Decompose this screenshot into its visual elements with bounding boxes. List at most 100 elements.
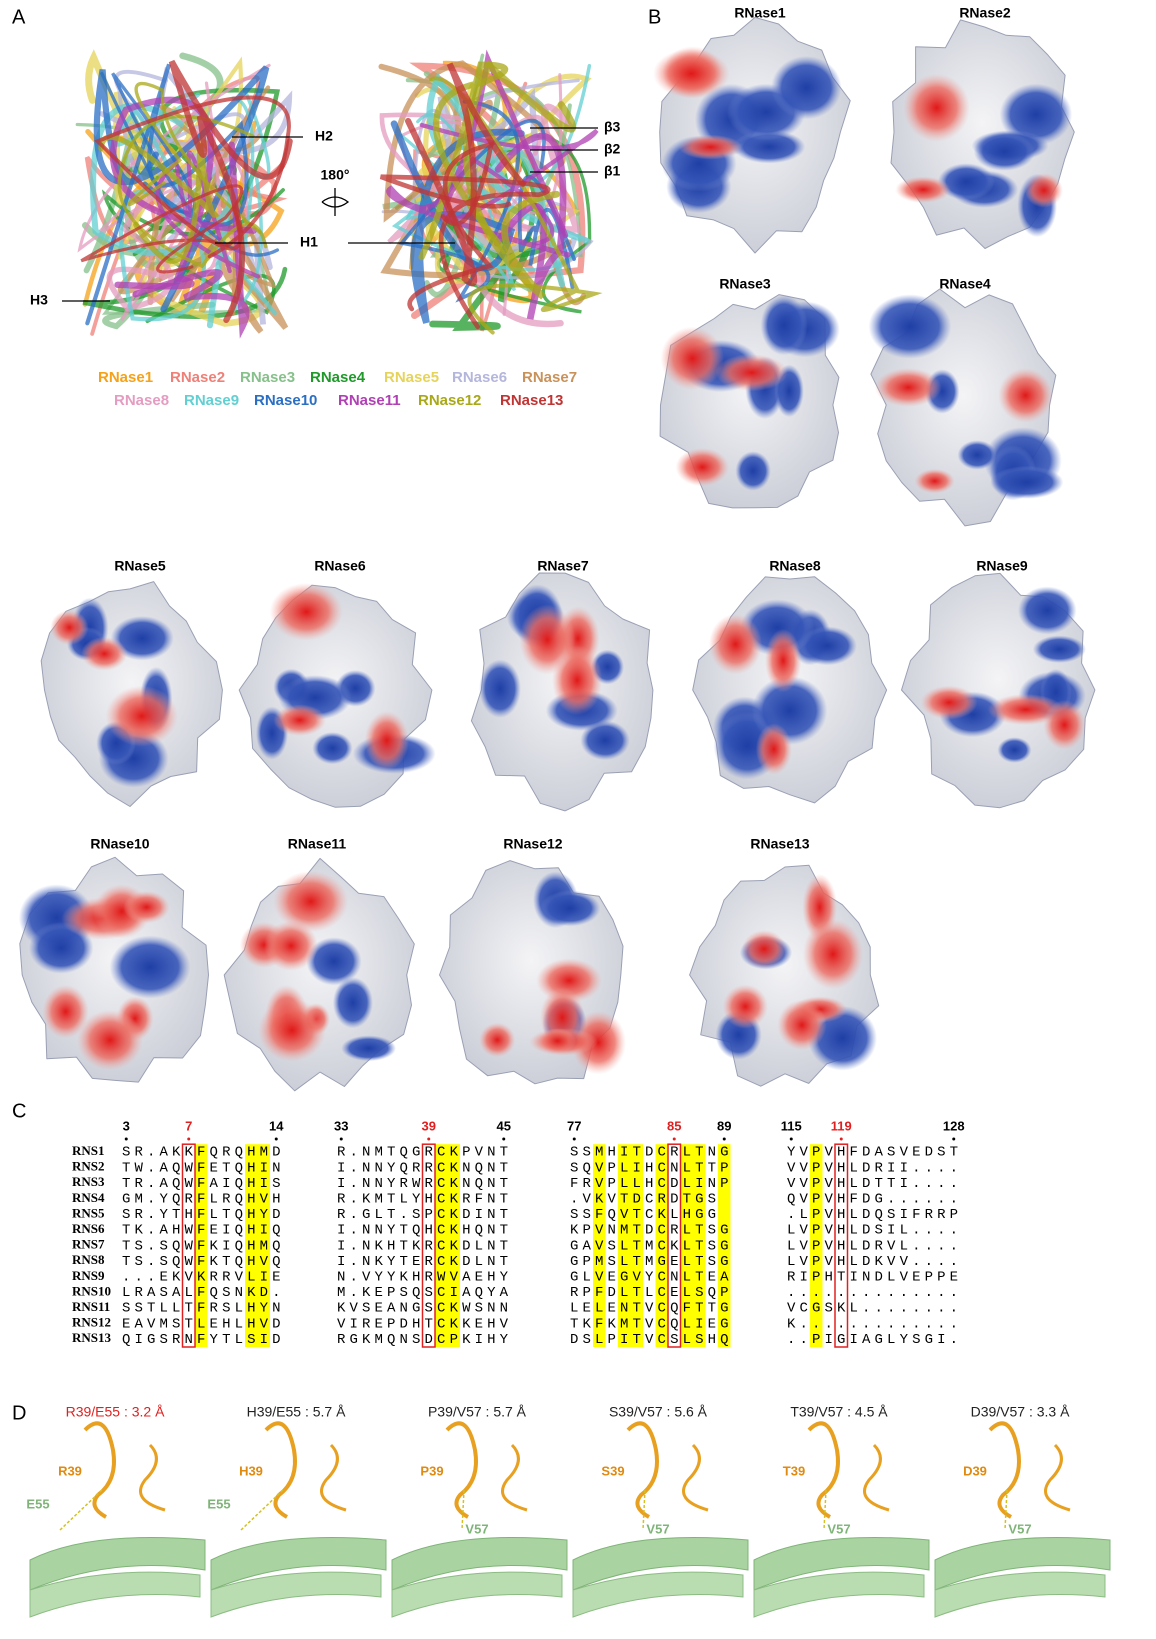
position-dot bbox=[840, 1138, 843, 1141]
figure: ABCDH2H1H3β3β2β1180°RNase1RNase2RNase3RN… bbox=[0, 0, 1156, 1639]
surface-patch bbox=[676, 448, 730, 486]
surface-patch bbox=[742, 930, 786, 968]
helix-label: H3 bbox=[30, 292, 48, 308]
sequence-block: QVPVHFDG...... bbox=[787, 1192, 958, 1208]
surface-patch bbox=[105, 686, 178, 747]
surface-patch bbox=[723, 984, 768, 1028]
position-number: 14 bbox=[269, 1118, 284, 1133]
surface bbox=[239, 583, 435, 807]
sequence-block: LVPVHLDRVL.... bbox=[787, 1238, 958, 1254]
partner-label: V57 bbox=[646, 1521, 669, 1536]
surface-label: RNase6 bbox=[314, 558, 366, 574]
surface-label: RNase3 bbox=[719, 276, 771, 292]
surface-patch bbox=[479, 1023, 515, 1058]
surface-patch bbox=[479, 659, 521, 717]
legend-entry: RNase6 bbox=[452, 369, 507, 386]
sequence-name: RNS1 bbox=[72, 1143, 105, 1158]
surface bbox=[660, 295, 840, 508]
position-dot bbox=[187, 1138, 190, 1141]
position-dot bbox=[573, 1138, 576, 1141]
rotation-arrow bbox=[322, 188, 348, 216]
panel-d-title: S39/V57 : 5.6 Å bbox=[609, 1404, 708, 1420]
surface-label: RNase1 bbox=[734, 5, 786, 21]
panel-d-title: H39/E55 : 5.7 Å bbox=[247, 1404, 347, 1420]
position-number: 115 bbox=[781, 1118, 802, 1133]
helix-label: H1 bbox=[300, 234, 318, 250]
surface-patch bbox=[258, 999, 326, 1062]
surface bbox=[902, 573, 1095, 807]
legend-entry: RNase13 bbox=[500, 392, 563, 409]
interaction-panel: D39/V57 : 3.3 ÅD39V57 bbox=[935, 1404, 1110, 1617]
legend-entry: RNase3 bbox=[240, 369, 295, 386]
loop bbox=[1046, 1445, 1071, 1510]
position-dot bbox=[275, 1138, 278, 1141]
surface-patch bbox=[1033, 635, 1086, 663]
surface-patch bbox=[803, 919, 863, 990]
surface-patch bbox=[958, 440, 997, 470]
surface-patch bbox=[519, 604, 575, 674]
loop bbox=[85, 1423, 114, 1517]
loop bbox=[628, 1423, 657, 1517]
residue-label: D39 bbox=[963, 1463, 987, 1478]
surface-label: RNase2 bbox=[959, 5, 1011, 21]
strand-label: β1 bbox=[604, 163, 621, 179]
surface-label: RNase10 bbox=[90, 836, 149, 852]
position-dot bbox=[723, 1138, 726, 1141]
interaction-panel: R39/E55 : 3.2 ÅR39E55 bbox=[26, 1404, 205, 1617]
surface-patch bbox=[765, 629, 801, 692]
surface-patch bbox=[990, 466, 1063, 499]
surface bbox=[19, 857, 209, 1082]
position-dot bbox=[502, 1138, 505, 1141]
h-bond bbox=[824, 1490, 826, 1530]
surface-patch bbox=[914, 469, 954, 494]
surface-patch bbox=[273, 704, 326, 736]
sequence-block: LVPVHLDSIL.... bbox=[787, 1223, 958, 1239]
partner-label: V57 bbox=[827, 1521, 850, 1536]
position-number: 128 bbox=[943, 1118, 965, 1133]
surface-patch bbox=[1018, 586, 1077, 634]
position-dot bbox=[427, 1138, 430, 1141]
legend-entry: RNase10 bbox=[254, 392, 317, 409]
surface-patch bbox=[997, 737, 1031, 763]
sequence-block: K............. bbox=[787, 1316, 958, 1332]
surface bbox=[224, 858, 414, 1090]
surface bbox=[471, 573, 653, 811]
sequence-name: RNS6 bbox=[72, 1221, 105, 1236]
panel-label: C bbox=[12, 1100, 26, 1122]
panel-label: B bbox=[648, 6, 661, 28]
surface-patch bbox=[50, 610, 88, 645]
position-number: 3 bbox=[123, 1118, 130, 1133]
partner-label: E55 bbox=[207, 1496, 230, 1511]
position-number: 45 bbox=[497, 1118, 511, 1133]
h-bond bbox=[643, 1490, 645, 1530]
surface-label: RNase11 bbox=[288, 836, 347, 852]
surface bbox=[869, 289, 1064, 526]
loop bbox=[503, 1445, 528, 1510]
interaction-panel: T39/V57 : 4.5 ÅT39V57 bbox=[754, 1404, 929, 1617]
surface-label: RNase8 bbox=[769, 558, 821, 574]
position-number: 89 bbox=[717, 1118, 731, 1133]
strand-label: β2 bbox=[604, 141, 621, 157]
loop bbox=[141, 1445, 166, 1510]
partner-label: V57 bbox=[465, 1521, 488, 1536]
sequence-name: RNS2 bbox=[72, 1159, 105, 1174]
sequence-name: RNS12 bbox=[72, 1315, 111, 1330]
sequence-block: ..PIGIAGLYSGI. bbox=[787, 1332, 958, 1348]
surface-patch bbox=[715, 354, 788, 391]
residue-label: H39 bbox=[239, 1463, 263, 1478]
sequence-block: RIPHTINDLVEPPE bbox=[787, 1270, 958, 1286]
surface-patch bbox=[679, 135, 743, 160]
surface bbox=[891, 20, 1074, 249]
surface-patch bbox=[903, 74, 970, 142]
surface-patch bbox=[869, 294, 952, 359]
interaction-panel: P39/V57 : 5.7 ÅP39V57 bbox=[392, 1404, 567, 1617]
loop bbox=[447, 1423, 476, 1517]
panel-label: D bbox=[12, 1402, 26, 1424]
position-number: 119 bbox=[831, 1118, 852, 1133]
surface-label: RNase12 bbox=[503, 836, 562, 852]
sequence-block: VVPVHLDRII.... bbox=[787, 1160, 958, 1176]
legend-entry: RNase11 bbox=[338, 392, 401, 409]
surface-patch bbox=[109, 936, 190, 999]
surface-patch bbox=[875, 368, 942, 407]
panel-d-title: D39/V57 : 3.3 Å bbox=[971, 1404, 1071, 1420]
